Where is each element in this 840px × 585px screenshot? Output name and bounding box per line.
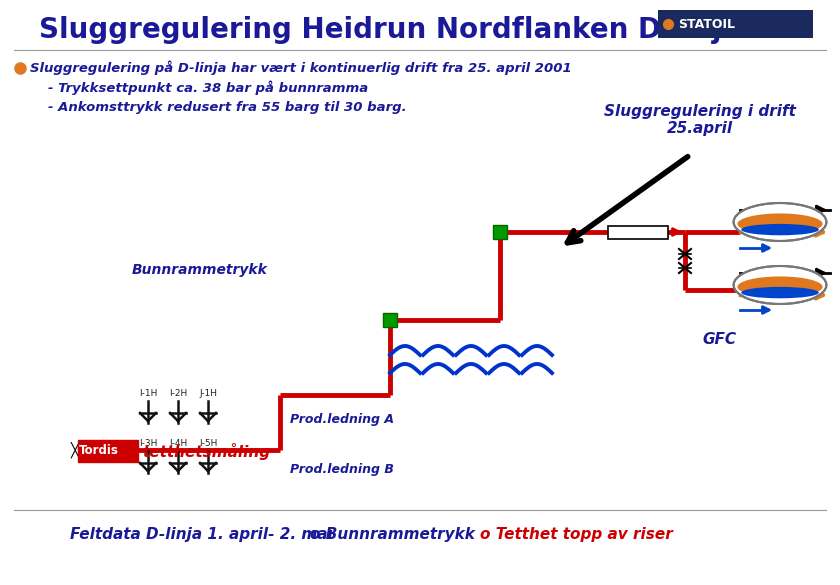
Ellipse shape: [738, 277, 822, 297]
Text: STATOIL: STATOIL: [678, 18, 735, 30]
Ellipse shape: [738, 214, 822, 235]
Text: ╳: ╳: [71, 442, 79, 458]
Text: o Bunnrammetrykk: o Bunnrammetrykk: [310, 528, 475, 542]
Text: J-1H: J-1H: [199, 389, 217, 398]
Text: Prod.ledning B: Prod.ledning B: [290, 463, 394, 477]
Text: I-4H: I-4H: [169, 439, 187, 448]
Ellipse shape: [733, 203, 827, 241]
FancyBboxPatch shape: [608, 226, 668, 239]
FancyBboxPatch shape: [493, 225, 507, 239]
Text: Sluggregulering på D-linja har vært i kontinuerlig drift fra 25. april 2001: Sluggregulering på D-linja har vært i ko…: [30, 61, 572, 75]
Text: Sluggregulering Heidrun Nordflanken D-linja: Sluggregulering Heidrun Nordflanken D-li…: [39, 16, 741, 44]
Text: I-3H: I-3H: [139, 439, 157, 448]
Text: I-2H: I-2H: [169, 389, 187, 398]
Ellipse shape: [733, 266, 827, 304]
Text: Sluggregulering i drift
25.april: Sluggregulering i drift 25.april: [604, 104, 796, 136]
Text: o Tetthet topp av riser: o Tetthet topp av riser: [480, 528, 673, 542]
FancyBboxPatch shape: [658, 10, 813, 38]
Text: Bunnrammetrykk: Bunnrammetrykk: [132, 263, 268, 277]
FancyBboxPatch shape: [383, 313, 397, 327]
Text: I-5H: I-5H: [199, 439, 218, 448]
Ellipse shape: [741, 287, 819, 298]
Text: - Ankomsttrykk redusert fra 55 barg til 30 barg.: - Ankomsttrykk redusert fra 55 barg til …: [48, 101, 407, 113]
FancyBboxPatch shape: [78, 440, 138, 462]
Ellipse shape: [741, 224, 819, 235]
Text: Tordis: Tordis: [79, 445, 119, 457]
Text: - Trykksettpunkt ca. 38 bar på bunnramma: - Trykksettpunkt ca. 38 bar på bunnramma: [48, 81, 368, 95]
Text: I-1H: I-1H: [139, 389, 157, 398]
Text: Feltdata D-linja 1. april- 2. mai: Feltdata D-linja 1. april- 2. mai: [70, 528, 333, 542]
Text: GFC: GFC: [703, 332, 737, 347]
Text: Prod.ledning A: Prod.ledning A: [290, 414, 394, 426]
Text: tetthetsmåling: tetthetsmåling: [142, 442, 270, 459]
